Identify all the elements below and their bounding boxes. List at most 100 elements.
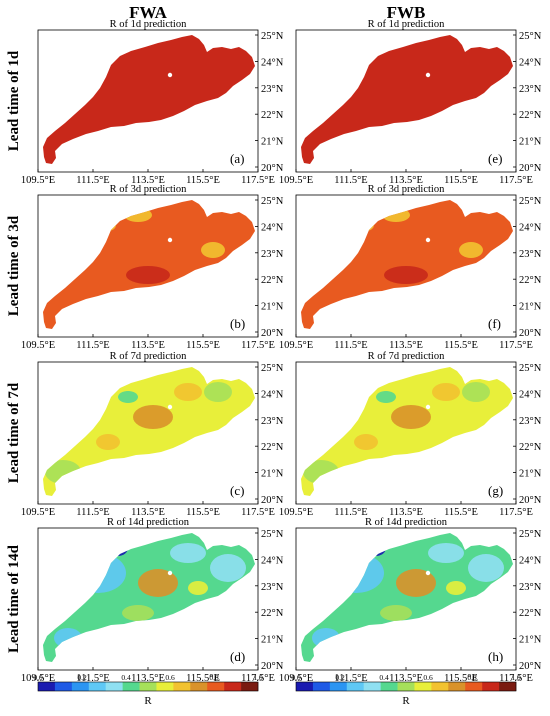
colorbar-fwb: 0.0 0.2 0.4 0.6 0.8 1.0 R <box>291 673 521 707</box>
colorbar-swatch <box>465 682 483 691</box>
colorbar-swatch <box>173 682 191 691</box>
colorbar-tick: 0.6 <box>423 673 433 682</box>
map-patch <box>462 382 490 402</box>
lat-tick-label: 22°N <box>519 608 542 619</box>
city-marker <box>167 404 173 410</box>
colorbar-swatch <box>54 682 73 691</box>
map-patch <box>210 554 246 582</box>
colorbar-swatch <box>207 682 225 691</box>
colorbar-tick: 0.0 <box>291 673 301 682</box>
lat-tick-label: 22°N <box>261 442 284 453</box>
lat-tick-label: 20°N <box>261 495 284 506</box>
lat-tick-label: 20°N <box>519 163 542 174</box>
lat-tick-label: 22°N <box>261 275 284 286</box>
lat-tick-label: 24°N <box>519 57 542 68</box>
lon-tick-label: 115.5°E <box>444 175 478 186</box>
lat-tick-label: 23°N <box>519 249 542 260</box>
lon-tick-label: 109.5°E <box>21 673 55 684</box>
lon-tick-label: 115.5°E <box>186 340 220 351</box>
lat-tick-label: 25°N <box>261 363 284 374</box>
lon-tick-label: 117.5°E <box>241 340 275 351</box>
map-patch <box>354 434 378 450</box>
map-patch <box>133 405 173 429</box>
colorbar-swatch <box>448 682 466 691</box>
colorbar-tick: 0.0 <box>33 673 43 682</box>
map-patch <box>428 543 464 563</box>
lat-tick-label: 25°N <box>261 31 284 42</box>
lat-tick-label: 21°N <box>519 469 542 480</box>
lat-tick-label: 24°N <box>261 555 284 566</box>
map-patch <box>138 569 178 597</box>
lon-tick-label: 113.5°E <box>389 175 423 186</box>
lon-tick-label: 117.5°E <box>241 175 275 186</box>
colorbar-swatch <box>190 682 208 691</box>
lon-tick-label: 109.5°E <box>279 340 313 351</box>
colorbar-swatch <box>224 682 242 691</box>
colorbar-swatch <box>380 682 398 691</box>
lat-tick-label: 25°N <box>519 363 542 374</box>
panel-d: R of 14d prediction (d) 109.5°E 111.5°E 113.… <box>21 517 284 684</box>
lat-tick-label: 22°N <box>261 110 284 121</box>
panel-label: (b) <box>230 316 245 331</box>
row-label-14d: Lead time of 14d <box>6 544 22 653</box>
lon-tick-label: 117.5°E <box>499 175 533 186</box>
panel-label: (h) <box>488 649 503 664</box>
panel-subtitle: R of 1d prediction <box>110 19 187 30</box>
map-patch <box>201 242 225 258</box>
panel-subtitle: R of 14d prediction <box>107 517 190 528</box>
panel-e: R of 1d prediction (e) 109.5°E 111.5°E 113.5… <box>279 19 542 186</box>
panel-b: R of 3d prediction (b) 109.5°E 111.5°E 113.5… <box>21 184 284 351</box>
lat-tick-label: 23°N <box>261 582 284 593</box>
colorbar-swatch <box>122 682 140 691</box>
city-marker <box>425 237 431 243</box>
panel-label: (e) <box>488 151 502 166</box>
lon-tick-label: 109.5°E <box>279 175 313 186</box>
lon-tick-label: 117.5°E <box>499 340 533 351</box>
lat-tick-label: 23°N <box>519 416 542 427</box>
panel-c: R of 7d prediction (c) 109.5°E 111.5°E 113.5… <box>21 351 284 518</box>
panel-f: R of 3d prediction (f) 109.5°E 111.5°E 113.5… <box>279 184 542 351</box>
lat-tick-label: 20°N <box>261 661 284 672</box>
lon-tick-label: 113.5°E <box>131 673 165 684</box>
lon-tick-label: 113.5°E <box>389 340 423 351</box>
colorbar-swatch <box>431 682 449 691</box>
colorbar-swatch <box>414 682 432 691</box>
colorbar-label: R <box>402 695 410 707</box>
lon-tick-label: 113.5°E <box>131 175 165 186</box>
lon-tick-label: 117.5°E <box>241 673 275 684</box>
panel-subtitle: R of 7d prediction <box>368 351 445 362</box>
panel-label: (d) <box>230 649 245 664</box>
lon-tick-label: 109.5°E <box>279 673 313 684</box>
lat-tick-label: 21°N <box>519 302 542 313</box>
lat-tick-label: 24°N <box>519 389 542 400</box>
lat-tick-label: 23°N <box>519 84 542 95</box>
map-patch <box>459 242 483 258</box>
panel-subtitle: R of 14d prediction <box>365 517 448 528</box>
map-patch <box>118 391 138 403</box>
column-title-fwa: FWA <box>129 3 168 22</box>
map-patch <box>432 383 460 401</box>
panel-g: R of 7d prediction (g) 109.5°E 111.5°E 113.5… <box>279 351 542 518</box>
lon-tick-label: 111.5°E <box>76 507 109 518</box>
panel-label: (a) <box>230 151 244 166</box>
lat-tick-label: 23°N <box>519 582 542 593</box>
lon-tick-label: 111.5°E <box>334 507 367 518</box>
lat-tick-label: 22°N <box>519 442 542 453</box>
colorbar-swatch <box>139 682 157 691</box>
colorbar-tick: 0.8 <box>209 673 219 682</box>
lat-tick-label: 21°N <box>261 302 284 313</box>
colorbar-swatch <box>71 682 90 691</box>
lat-tick-label: 23°N <box>261 416 284 427</box>
lat-tick-label: 24°N <box>261 389 284 400</box>
panel-label: (g) <box>488 483 503 498</box>
lat-tick-label: 21°N <box>261 469 284 480</box>
panel-a: R of 1d prediction (a) 109.5°E 111.5°E 113.5… <box>21 19 284 186</box>
lon-tick-label: 111.5°E <box>76 340 109 351</box>
lat-tick-label: 25°N <box>519 529 542 540</box>
lat-tick-label: 25°N <box>519 31 542 42</box>
lat-tick-label: 20°N <box>519 495 542 506</box>
row-label-7d: Lead time of 7d <box>6 382 22 483</box>
lon-tick-label: 115.5°E <box>186 175 220 186</box>
panel-subtitle: R of 1d prediction <box>368 19 445 30</box>
panel-subtitle: R of 7d prediction <box>110 351 187 362</box>
